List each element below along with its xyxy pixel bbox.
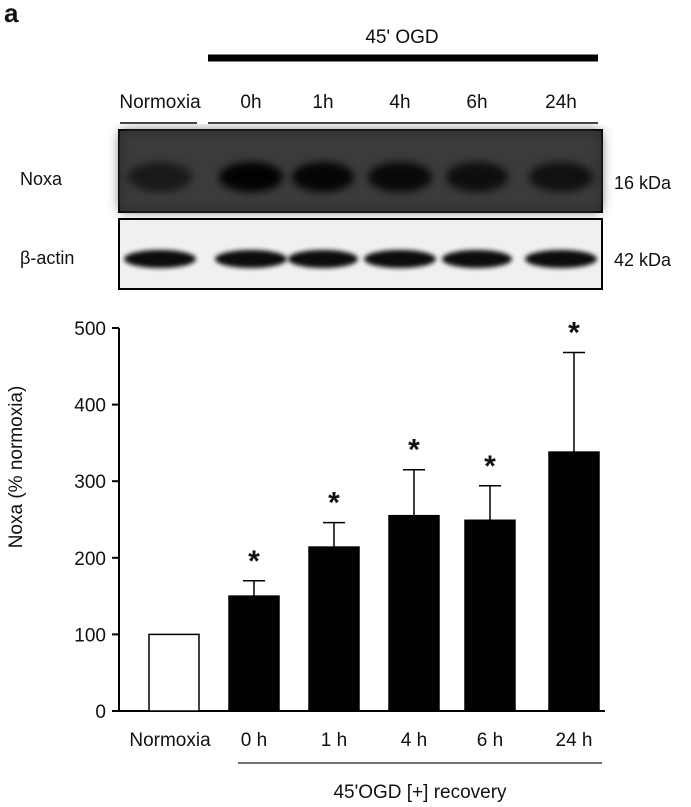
x-tick-label: 4 h (401, 730, 427, 751)
bar-0h (228, 595, 280, 712)
bar-normoxia (148, 633, 200, 712)
significance-marker: * (408, 434, 420, 467)
x-tick-label: Normoxia (129, 730, 211, 751)
x-tick-label: 6 h (477, 730, 503, 751)
lane-label: 0h (240, 92, 261, 113)
lane-label: Normoxia (119, 92, 201, 113)
significance-marker: * (568, 317, 580, 350)
bar-6h (464, 519, 516, 712)
actin-band (364, 250, 436, 268)
y-tick-label: 400 (74, 396, 106, 417)
treatment-label: 45' OGD (365, 27, 438, 48)
y-tick-label: 100 (74, 625, 106, 646)
actin-row-label: β-actin (20, 248, 74, 268)
group-label: 45'OGD [+] recovery (333, 782, 507, 803)
lane-label: 1h (312, 92, 333, 113)
significance-marker: * (328, 487, 340, 520)
x-tick-label: 1 h (321, 730, 347, 751)
y-ticks: 0 100 200 300 400 500 (74, 319, 119, 723)
y-tick-label: 200 (74, 549, 106, 570)
noxa-kda-label: 16 kDa (614, 173, 672, 193)
lane-labels: Normoxia 0h 1h 4h 6h 24h (119, 92, 577, 113)
bar-4h (388, 514, 440, 712)
lane-label: 4h (389, 92, 410, 113)
lane-label: 24h (545, 92, 577, 113)
western-blot: 45' OGD Normoxia 0h 1h 4h 6h 24h Noxa 16 kDa … (20, 27, 672, 290)
noxa-band (219, 162, 283, 192)
x-tick-label: 0 h (241, 730, 267, 751)
actin-band (442, 250, 512, 268)
actin-bands (124, 250, 597, 268)
significance-marker: * (484, 450, 496, 483)
y-tick-label: 0 (95, 702, 106, 723)
y-tick-label: 300 (74, 472, 106, 493)
noxa-band (529, 162, 593, 192)
x-tick-label: 24 h (556, 730, 593, 751)
bars: * * * * * (148, 317, 600, 712)
noxa-row-label: Noxa (20, 169, 63, 189)
x-tick-labels: Normoxia 0 h 1 h 4 h 6 h 24 h (129, 730, 592, 751)
lane-label: 6h (466, 92, 487, 113)
bar-24h (548, 451, 600, 712)
y-tick-label: 500 (74, 319, 106, 340)
noxa-band (368, 162, 432, 192)
actin-band (215, 250, 287, 268)
actin-band (288, 250, 358, 268)
noxa-band (128, 162, 192, 192)
actin-band (124, 250, 196, 268)
actin-kda-label: 42 kDa (614, 250, 672, 270)
bar-1h (308, 546, 360, 712)
significance-marker: * (248, 545, 260, 578)
panel-label: a (4, 0, 19, 28)
noxa-bands (128, 162, 593, 192)
actin-blot-frame (118, 218, 603, 290)
y-axis-label: Noxa (% normoxia) (6, 386, 27, 549)
noxa-band (292, 162, 354, 192)
noxa-blot-background (121, 132, 600, 210)
noxa-band (446, 162, 508, 192)
actin-band (525, 250, 597, 268)
